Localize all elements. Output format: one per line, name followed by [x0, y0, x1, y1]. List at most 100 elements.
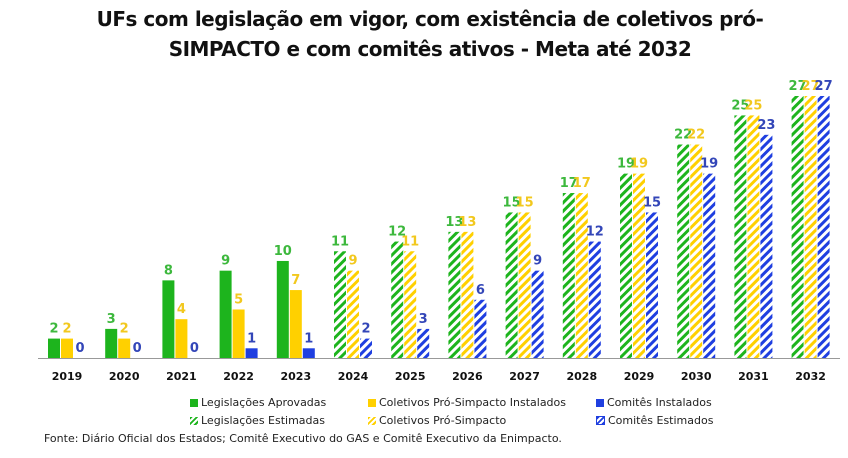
bar-estimated-0-2024	[334, 251, 346, 358]
bar-1-2019	[61, 338, 73, 358]
data-label: 8	[164, 263, 173, 278]
bar-estimated-1-2025	[404, 251, 417, 358]
x-tick-label: 2026	[452, 370, 483, 383]
x-tick-label: 2024	[338, 370, 369, 383]
x-tick-label: 2031	[738, 370, 769, 383]
data-label: 12	[388, 225, 406, 240]
data-label: 4	[177, 302, 186, 317]
data-label: 10	[274, 244, 292, 259]
data-label: 19	[630, 157, 648, 172]
bar-estimated-2-2029	[646, 212, 658, 358]
bar-estimated-0-2025	[391, 241, 404, 358]
legend-swatch-solid	[190, 398, 198, 407]
data-label: 15	[503, 195, 521, 210]
bar-estimated-1-2030	[690, 144, 703, 358]
legend-swatch-hatched	[368, 416, 376, 425]
data-label: 0	[190, 341, 199, 356]
legend-swatch-solid	[596, 398, 604, 407]
bar-estimated-0-2032	[791, 96, 804, 358]
data-label: 27	[815, 79, 833, 94]
x-tick-label: 2023	[280, 370, 311, 383]
data-label: 22	[687, 128, 705, 143]
data-label: 27	[789, 79, 807, 94]
data-label: 22	[674, 128, 692, 143]
x-tick-label: 2030	[681, 370, 712, 383]
data-label: 3	[419, 312, 428, 327]
bar-2-2022	[245, 348, 258, 358]
bar-estimated-2-2024	[360, 338, 372, 358]
data-label: 25	[744, 98, 762, 113]
data-label: 2	[62, 322, 71, 337]
data-label: 11	[331, 234, 349, 249]
bar-estimated-2-2027	[531, 270, 544, 358]
bar-estimated-2-2026	[474, 299, 487, 358]
x-tick-label: 2020	[109, 370, 140, 383]
bar-1-2021	[175, 319, 188, 358]
data-label: 6	[476, 283, 485, 298]
legend-item-5: Comitês Estimados	[596, 414, 713, 427]
legend-item-1: Coletivos Pró-Simpacto Instalados	[368, 396, 566, 409]
bar-estimated-1-2031	[747, 115, 760, 358]
bar-0-2022	[219, 270, 232, 358]
bar-0-2021	[162, 280, 175, 358]
data-label: 2	[361, 322, 370, 337]
data-label: 19	[700, 157, 718, 172]
data-label: 0	[133, 341, 142, 356]
data-label: 9	[348, 254, 357, 269]
x-tick-label: 2025	[395, 370, 426, 383]
bar-0-2020	[105, 328, 118, 358]
bar-estimated-0-2026	[448, 231, 461, 358]
bar-estimated-2-2025	[417, 328, 430, 358]
bar-estimated-2-2028	[588, 241, 601, 358]
data-label: 0	[75, 341, 84, 356]
data-label: 17	[560, 176, 578, 191]
bar-estimated-1-2027	[518, 212, 531, 358]
bar-estimated-1-2032	[804, 96, 817, 358]
bar-estimated-0-2028	[562, 193, 575, 358]
data-label: 25	[731, 98, 749, 113]
x-tick-label: 2021	[166, 370, 197, 383]
x-tick-label: 2022	[223, 370, 254, 383]
bar-estimated-0-2030	[677, 144, 690, 358]
data-label: 1	[247, 331, 256, 346]
bar-0-2019	[48, 338, 60, 358]
data-label: 15	[516, 195, 534, 210]
bar-0-2023	[276, 260, 289, 358]
data-label: 3	[107, 312, 116, 327]
legend-item-3: Legislações Estimadas	[190, 414, 325, 427]
bar-1-2023	[289, 290, 302, 358]
data-label: 17	[573, 176, 591, 191]
legend-item-2: Comitês Instalados	[596, 396, 712, 409]
bar-estimated-2-2031	[760, 134, 773, 358]
data-label: 2	[49, 322, 58, 337]
x-tick-label: 2029	[624, 370, 655, 383]
data-label: 9	[533, 254, 542, 269]
data-label: 7	[291, 273, 300, 288]
bar-1-2022	[232, 309, 245, 358]
bar-estimated-2-2030	[703, 173, 716, 358]
legend-item-4: Coletivos Pró-Simpacto	[368, 414, 506, 427]
bar-estimated-1-2024	[347, 270, 359, 358]
data-label: 15	[643, 195, 661, 210]
data-label: 9	[221, 254, 230, 269]
bar-2-2023	[302, 348, 315, 358]
source-note: Fonte: Diário Oficial dos Estados; Comit…	[44, 432, 562, 445]
data-label: 11	[401, 234, 419, 249]
data-label: 5	[234, 292, 243, 307]
bar-estimated-0-2031	[734, 115, 747, 358]
x-tick-label: 2028	[566, 370, 597, 383]
bar-estimated-0-2027	[505, 212, 518, 358]
x-tick-label: 2027	[509, 370, 540, 383]
x-tick-label: 2032	[795, 370, 826, 383]
bar-estimated-1-2026	[461, 231, 474, 358]
data-label: 12	[586, 225, 604, 240]
data-label: 2	[120, 322, 129, 337]
x-tick-label: 2019	[52, 370, 83, 383]
data-label: 19	[617, 157, 635, 172]
data-label: 13	[445, 215, 463, 230]
legend-swatch-solid	[368, 398, 376, 407]
data-label: 13	[458, 215, 476, 230]
bar-estimated-1-2028	[575, 193, 588, 358]
data-label: 23	[757, 118, 775, 133]
